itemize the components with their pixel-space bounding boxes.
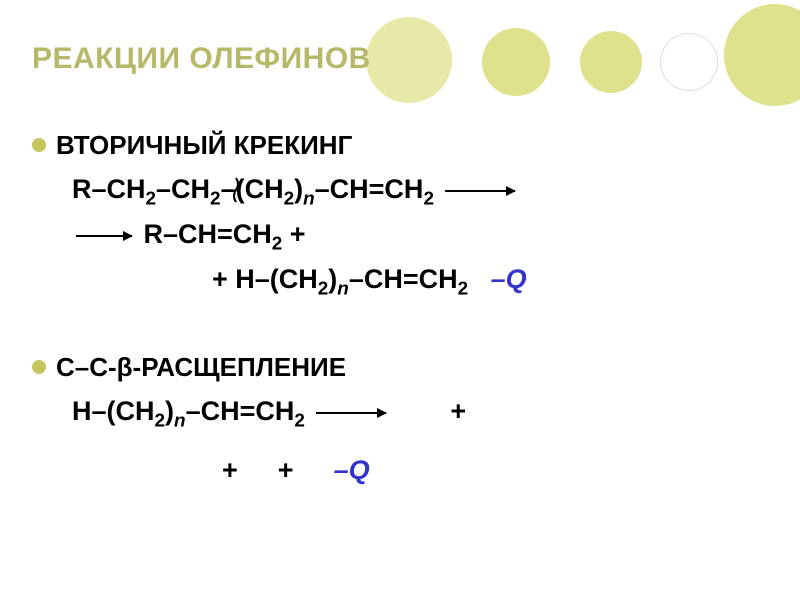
formula-text: R–CH [72,174,146,204]
section-heading-1: ВТОРИЧНЫЙ КРЕКИНГ [56,130,352,161]
formula-text: –CH=CH [186,396,295,426]
subscript: 2 [284,188,295,209]
page-title: РЕАКЦИИ ОЛЕФИНОВ [32,42,371,76]
formula-line: + + –Q [222,452,768,488]
subscript: 2 [146,188,157,209]
arrow-icon [316,412,386,414]
formula-line: R–CH2–CH2–(CH2)n–CH=CH2 [72,171,768,212]
subscript: 2 [210,188,221,209]
subscript: 2 [458,278,469,299]
bullet-icon [32,360,46,374]
formula-line: + H–(CH2)n–CH=CH2 –Q [212,261,768,302]
subscript-n: n [174,410,186,431]
formula-line: R–CH=CH2 + [72,216,768,257]
formula-text: + [450,396,466,426]
circle-deco [660,33,718,91]
formula-text: ) [294,174,303,204]
section-heading-2: С–С-β-РАСЩЕПЛЕНИЕ [56,352,346,383]
circle-deco [366,17,452,103]
circle-deco [580,31,642,93]
formula-text: R–CH=CH [136,219,272,249]
formula-text: H–(CH [72,396,155,426]
subscript: 2 [294,410,305,431]
formula-line: H–(CH2)n–CH=CH2 + [72,393,768,434]
formula-text: + [278,455,294,485]
arrow-icon [76,235,132,237]
formula-text: ) [165,396,174,426]
formula-text: + H–(CH [212,264,318,294]
arrow-icon [445,190,515,192]
section-row: С–С-β-РАСЩЕПЛЕНИЕ [32,352,768,383]
circle-deco [724,4,800,106]
subscript-n: n [303,188,315,209]
formula-text: –CH [156,174,210,204]
subscript: 2 [423,188,434,209]
circle-deco [482,28,550,96]
subscript: 2 [318,278,329,299]
bullet-icon [32,138,46,152]
q-term: –Q [491,264,527,294]
section-row: ВТОРИЧНЫЙ КРЕКИНГ [32,130,768,161]
decorative-circles [366,18,800,106]
formula-text: + [282,219,305,249]
subscript: 2 [155,410,166,431]
subscript: 2 [272,233,283,254]
slide-content: ВТОРИЧНЫЙ КРЕКИНГ R–CH2–CH2–(CH2)n–CH=CH… [32,130,768,492]
formula-text: –CH=CH [349,264,458,294]
formula-text: ) [328,264,337,294]
subscript-n: n [337,278,349,299]
formula-text: –CH=CH [315,174,424,204]
q-term: –Q [334,455,370,485]
formula-text: + [222,455,238,485]
